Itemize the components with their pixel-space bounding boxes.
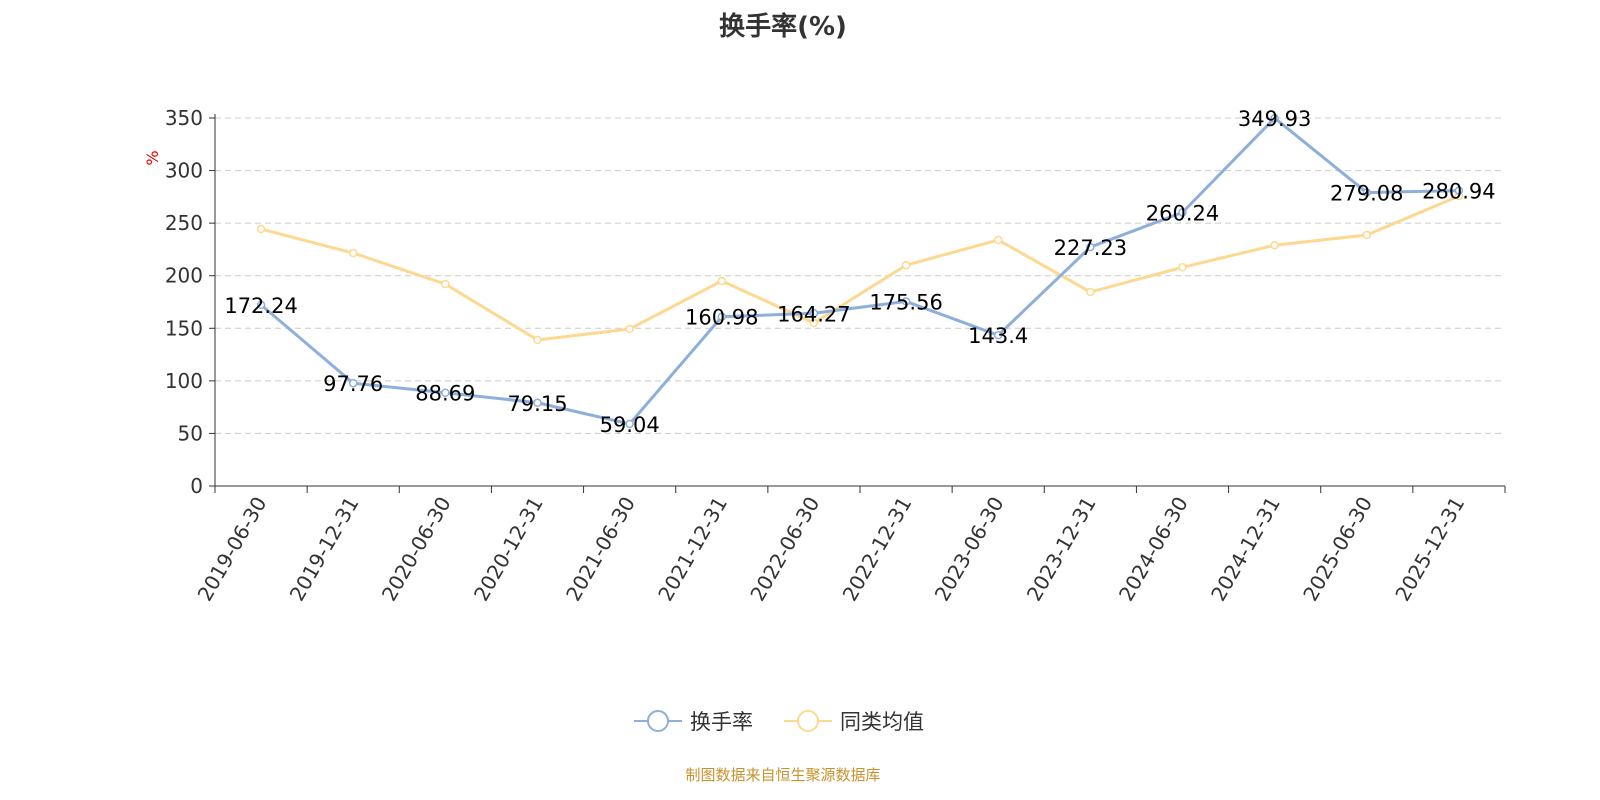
y-tick-label: 100 bbox=[165, 369, 203, 393]
series-line bbox=[260, 116, 1459, 426]
data-point bbox=[809, 318, 819, 328]
data-point bbox=[717, 276, 727, 286]
data-point bbox=[441, 279, 450, 289]
x-tick-label: 2024-12-31 bbox=[1206, 493, 1285, 606]
data-point bbox=[1086, 242, 1095, 252]
data-label: 280.94 bbox=[1422, 180, 1495, 204]
x-tick-label: 2023-06-30 bbox=[930, 493, 1009, 606]
data-source-note: 制图数据来自恒生聚源数据库 bbox=[685, 766, 881, 784]
data-label: 143.4 bbox=[968, 324, 1028, 348]
x-tick-label: 2019-06-30 bbox=[192, 493, 271, 606]
data-point bbox=[441, 388, 450, 397]
y-tick-label: 300 bbox=[165, 159, 203, 183]
legend-label: 同类均值 bbox=[840, 710, 924, 734]
data-point bbox=[993, 330, 1003, 340]
data-label: 260.24 bbox=[1146, 201, 1219, 225]
x-tick-label: 2024-06-30 bbox=[1114, 493, 1193, 606]
data-label: 172.24 bbox=[224, 294, 297, 318]
x-tick-label: 2021-12-31 bbox=[653, 493, 732, 606]
data-label: 160.98 bbox=[685, 306, 758, 330]
data-label: 88.69 bbox=[415, 382, 475, 406]
data-point bbox=[533, 398, 542, 408]
x-tick-label: 2023-12-31 bbox=[1022, 493, 1101, 606]
data-label: 59.04 bbox=[600, 413, 660, 437]
data-point bbox=[348, 248, 358, 258]
data-point bbox=[533, 335, 542, 345]
data-point bbox=[901, 260, 911, 270]
data-point bbox=[1270, 240, 1279, 250]
data-label: 79.15 bbox=[507, 392, 567, 416]
chart-title: 换手率(%) bbox=[719, 12, 847, 42]
data-point bbox=[1178, 208, 1187, 217]
data-point bbox=[1362, 230, 1372, 240]
x-tick-label: 2020-06-30 bbox=[377, 493, 456, 606]
data-label: 175.56 bbox=[869, 290, 942, 314]
x-tick-label: 2021-06-30 bbox=[561, 493, 640, 606]
data-label: 97.76 bbox=[323, 372, 383, 396]
data-label: 279.08 bbox=[1330, 182, 1403, 206]
data-label: 164.27 bbox=[777, 302, 850, 326]
data-point bbox=[625, 324, 634, 334]
x-tick-label: 2022-12-31 bbox=[837, 493, 916, 606]
data-label: 227.23 bbox=[1054, 236, 1127, 260]
x-tick-label: 2020-12-31 bbox=[469, 493, 548, 606]
data-point bbox=[625, 419, 634, 429]
data-point bbox=[993, 235, 1003, 245]
data-label: 349.93 bbox=[1238, 107, 1311, 131]
y-tick-label: 0 bbox=[190, 474, 203, 498]
x-tick-label: 2019-12-31 bbox=[285, 493, 364, 606]
data-point bbox=[1454, 186, 1464, 195]
data-point bbox=[1270, 113, 1279, 123]
y-tick-label: 350 bbox=[165, 106, 203, 130]
data-point bbox=[348, 378, 358, 388]
legend-label: 换手率 bbox=[690, 710, 753, 734]
y-tick-label: 200 bbox=[165, 264, 203, 288]
data-point bbox=[717, 312, 727, 321]
legend-marker-icon bbox=[797, 710, 819, 732]
data-point bbox=[1362, 188, 1372, 197]
data-point bbox=[1178, 263, 1187, 272]
data-point bbox=[1086, 287, 1095, 297]
data-point bbox=[901, 297, 911, 306]
data-point bbox=[809, 309, 819, 318]
y-axis-label: % bbox=[143, 150, 162, 165]
series-line bbox=[260, 194, 1460, 342]
legend-marker-icon bbox=[647, 710, 669, 732]
x-tick-label: 2025-12-31 bbox=[1390, 493, 1469, 606]
data-point bbox=[256, 300, 266, 310]
y-tick-label: 250 bbox=[165, 211, 203, 235]
x-tick-label: 2025-06-30 bbox=[1298, 493, 1377, 606]
y-tick-label: 50 bbox=[178, 421, 203, 445]
y-tick-label: 150 bbox=[165, 316, 203, 340]
x-tick-label: 2022-06-30 bbox=[745, 493, 824, 606]
data-point bbox=[256, 224, 266, 234]
